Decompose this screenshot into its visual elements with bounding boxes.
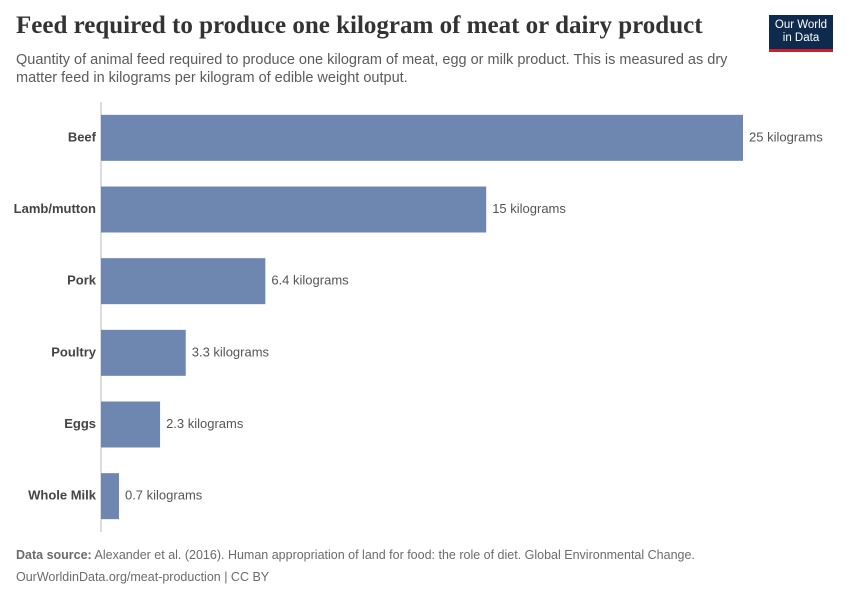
bar <box>101 473 119 520</box>
logo-text: Our World <box>774 19 828 31</box>
url-note[interactable]: OurWorldinData.org/meat-production | CC … <box>16 570 270 584</box>
category-label: Beef <box>68 129 97 144</box>
bar <box>101 186 487 233</box>
category-label: Whole Milk <box>28 488 97 503</box>
source-text: Alexander et al. (2016). Human appropria… <box>94 548 695 562</box>
bar <box>101 114 743 161</box>
category-label: Eggs <box>64 416 96 431</box>
source-note: Data source: Alexander et al. (2016). Hu… <box>16 548 695 562</box>
bar <box>101 401 161 448</box>
value-label: 6.4 kilograms <box>271 273 349 288</box>
category-label: Poultry <box>51 344 97 359</box>
source-label: Data source: <box>16 548 92 562</box>
value-label: 15 kilograms <box>492 201 566 216</box>
chart: Beef 25 kilograms Lamb/mutton 15 kilograms P… <box>14 102 823 532</box>
value-label: 3.3 kilograms <box>192 344 270 359</box>
value-label: 2.3 kilograms <box>166 416 244 431</box>
logo[interactable]: Our World in Data <box>769 15 833 52</box>
chart-subtitle: Quantity of animal feed required to prod… <box>16 52 728 86</box>
bar <box>101 329 186 376</box>
bar <box>101 258 266 305</box>
logo-text: in Data <box>782 32 820 44</box>
category-label: Lamb/mutton <box>14 201 96 216</box>
value-label: 0.7 kilograms <box>125 488 203 503</box>
chart-title: Feed required to produce one kilogram of… <box>16 12 703 39</box>
category-label: Pork <box>67 273 97 288</box>
value-label: 25 kilograms <box>749 129 823 144</box>
